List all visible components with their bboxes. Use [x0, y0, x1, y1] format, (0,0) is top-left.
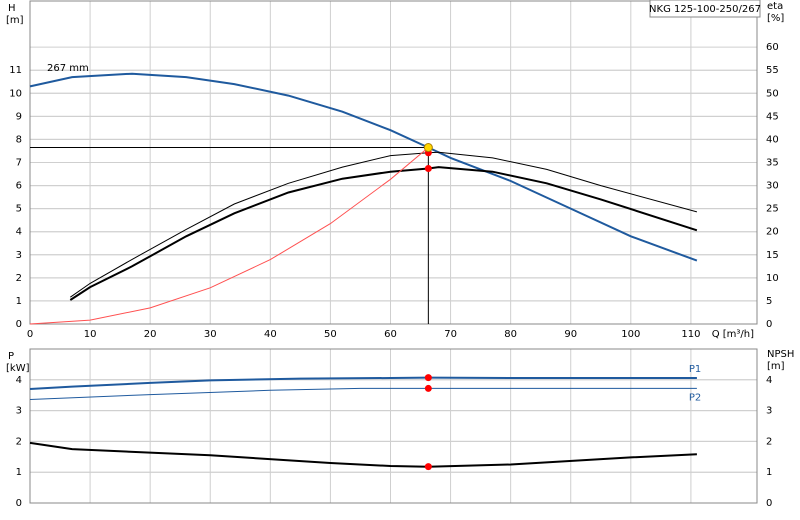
curve [69, 166, 698, 301]
y2-tick-label: 55 [766, 65, 779, 76]
y2-tick-label: 4 [766, 375, 772, 386]
y2-axis-unit: [%] [767, 13, 784, 24]
y-axis-label: H [8, 3, 16, 14]
y2-tick-label: 30 [766, 181, 779, 192]
y2-tick-label: 50 [766, 88, 779, 99]
y-tick-label: 4 [16, 375, 22, 386]
y2-tick-label: 0 [766, 319, 772, 330]
curve [29, 376, 697, 390]
y2-tick-label: 1 [766, 467, 772, 478]
x-axis-label: Q [m³/h] [712, 329, 754, 340]
y2-tick-label: 0 [766, 498, 772, 509]
x-tick-label: 60 [384, 329, 397, 340]
y2-axis-label: eta [767, 1, 783, 12]
y2-tick-label: 5 [766, 296, 772, 307]
x-tick-label: 20 [144, 329, 157, 340]
title-box [649, 0, 761, 18]
curve [29, 441, 697, 468]
curve [29, 387, 697, 400]
x-tick-label: 110 [681, 329, 700, 340]
x-tick-label: 40 [264, 329, 277, 340]
y-tick-label: 1 [16, 467, 22, 478]
y-tick-label: 1 [16, 296, 22, 307]
curve-annotation: 267 mm [47, 63, 89, 74]
y2-tick-label: 60 [766, 42, 779, 53]
y-tick-label: 6 [16, 181, 22, 192]
duty-point-marker [423, 143, 433, 153]
x-tick-label: 0 [27, 329, 33, 340]
y2-tick-label: 20 [766, 227, 779, 238]
x-tick-label: 100 [621, 329, 640, 340]
curve [70, 151, 698, 298]
duty-point [424, 164, 432, 172]
y-tick-label: 2 [16, 273, 22, 284]
legend-label: P2 [689, 392, 701, 403]
x-tick-label: 80 [504, 329, 517, 340]
plot-frame [29, 0, 758, 325]
legend-label: P1 [689, 364, 701, 375]
y-tick-label: 4 [16, 227, 22, 238]
duty-point [424, 374, 432, 382]
curve [29, 72, 698, 262]
y2-tick-label: 25 [766, 204, 779, 215]
x-tick-label: 50 [324, 329, 337, 340]
y2-tick-label: 3 [766, 406, 772, 417]
x-tick-label: 70 [444, 329, 457, 340]
y-tick-label: 5 [16, 204, 22, 215]
plot-frame [29, 348, 758, 504]
x-tick-label: 10 [84, 329, 97, 340]
y-tick-label: 0 [16, 498, 22, 509]
y-tick-label: 3 [16, 406, 22, 417]
y2-tick-label: 35 [766, 158, 779, 169]
duty-point [424, 463, 432, 471]
y-tick-label: 0 [16, 319, 22, 330]
y2-tick-label: 40 [766, 134, 779, 145]
y-axis-unit: [m] [6, 15, 24, 26]
x-tick-label: 30 [204, 329, 217, 340]
y2-tick-label: 45 [766, 111, 779, 122]
y-tick-label: 3 [16, 250, 22, 261]
y2-tick-label: 15 [766, 250, 779, 261]
y-axis-unit: [kW] [6, 363, 30, 374]
y-tick-label: 2 [16, 436, 22, 447]
y-tick-label: 10 [9, 88, 22, 99]
y2-tick-label: 10 [766, 273, 779, 284]
chart-title: NKG 125-100-250/267 [649, 4, 761, 15]
y-tick-label: 8 [16, 134, 22, 145]
y-tick-label: 9 [16, 111, 22, 122]
y2-tick-label: 2 [766, 436, 772, 447]
y-tick-label: 7 [16, 158, 22, 169]
y-axis-label: P [8, 351, 14, 362]
y2-axis-unit: [m] [767, 361, 785, 372]
y2-axis-label: NPSH [767, 349, 794, 360]
duty-point [424, 384, 432, 392]
y-tick-label: 11 [9, 65, 22, 76]
curve [29, 147, 429, 325]
x-tick-label: 90 [564, 329, 577, 340]
